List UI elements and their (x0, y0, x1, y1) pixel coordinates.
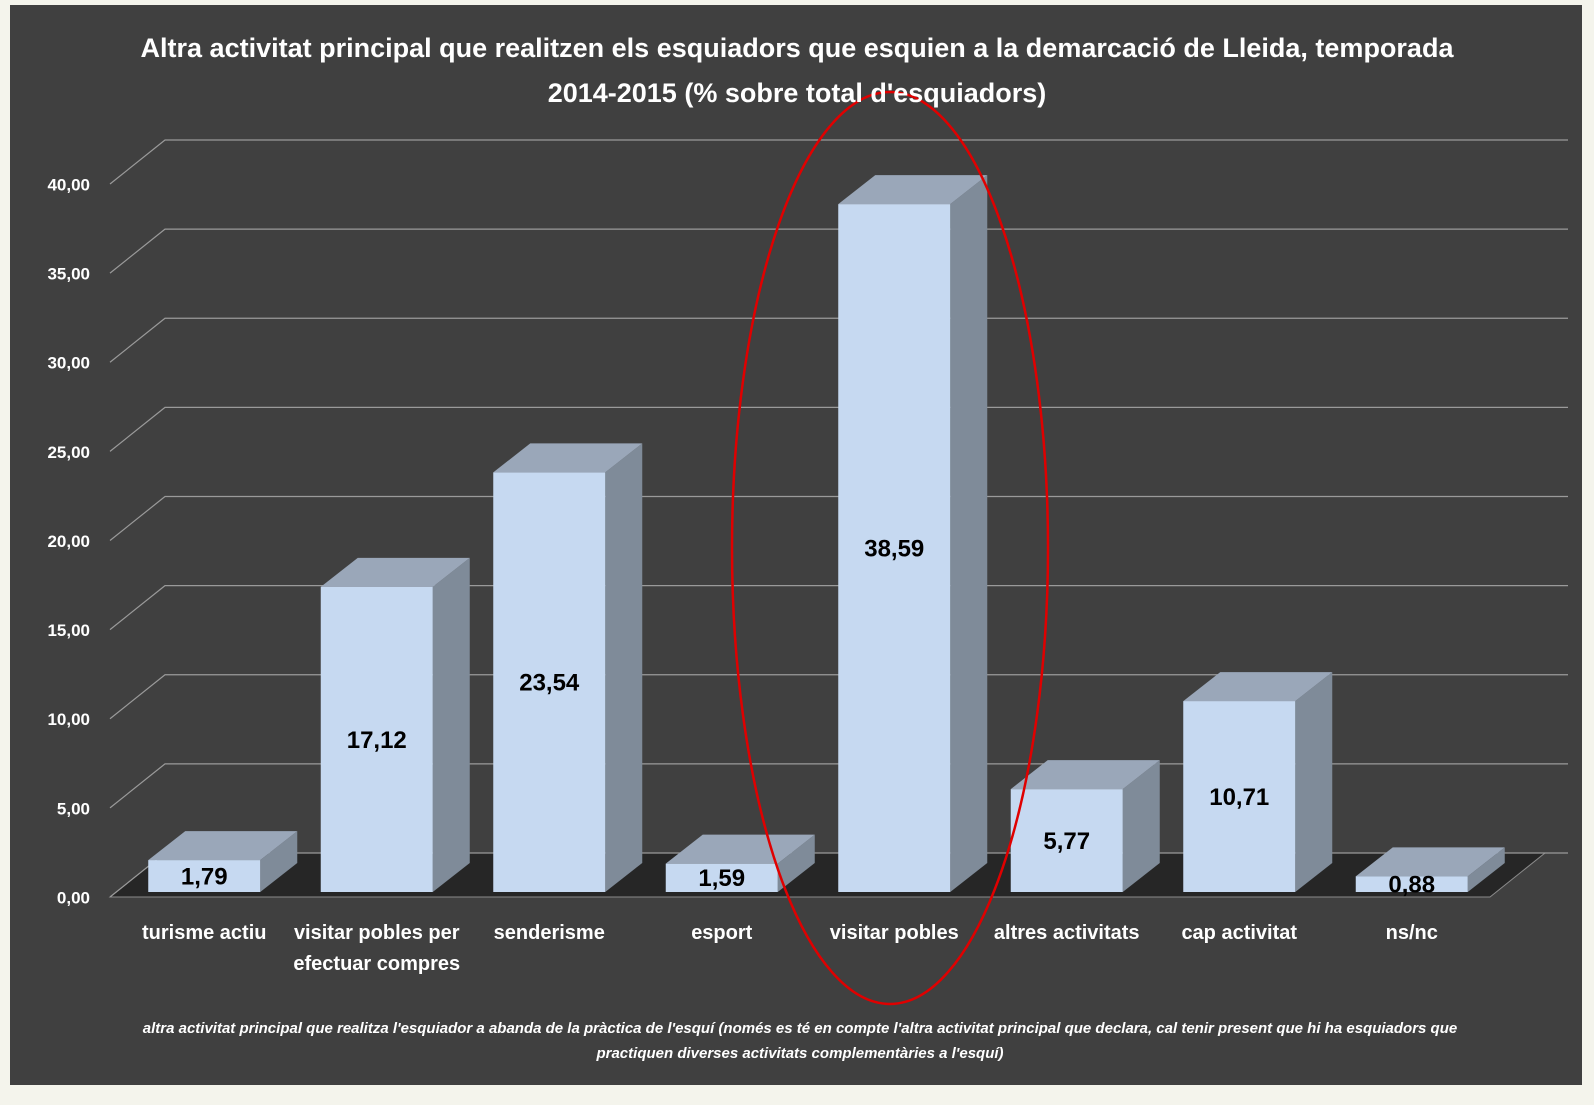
grid-line (109, 228, 1568, 274)
bar-side (1295, 672, 1333, 892)
bar-front (320, 586, 433, 892)
x-tick-label: turisme actiu (142, 922, 267, 944)
bar (148, 831, 298, 892)
highlight-ellipse (730, 90, 1050, 1006)
bar-front (838, 204, 951, 893)
value-label: 1,79 (181, 863, 228, 890)
bar (1183, 672, 1333, 892)
grid-line (109, 585, 1568, 631)
bar-top (320, 557, 470, 587)
bar-top (1010, 760, 1160, 790)
x-tick-label: visitar pobles (829, 922, 959, 944)
x-tick-label: esport (691, 922, 753, 944)
value-label: 23,54 (519, 670, 580, 697)
plot: 0,00 5,00 10,00 15,00 20,00 25,00 30,00 35,00 40… (47, 139, 1568, 907)
y-tick-label: 15,00 (47, 621, 90, 640)
chart-note: altra activitat principal que realitza l… (142, 1020, 1458, 1062)
bar-front (1183, 701, 1296, 892)
bar-side (1122, 760, 1160, 892)
bar-side (777, 834, 815, 892)
bar (665, 834, 815, 892)
y-tick-label: 30,00 (47, 354, 90, 373)
bar-front (1010, 789, 1123, 892)
bar-side (432, 557, 470, 892)
bar-front (493, 472, 606, 892)
bar (838, 175, 988, 893)
bar-front (148, 860, 261, 892)
value-label: 1,59 (698, 865, 745, 892)
bar (1355, 847, 1505, 892)
value-label: 38,59 (864, 535, 924, 562)
bar-side (260, 831, 298, 892)
y-tick-label: 20,00 (47, 532, 90, 551)
bar-side (950, 175, 988, 893)
bar-top (665, 834, 815, 864)
x-tick-label: cap activitat (1181, 922, 1298, 944)
y-tick-label: 25,00 (47, 443, 90, 462)
chart-background (10, 5, 1582, 1085)
bar-top (148, 831, 298, 861)
bar (493, 443, 643, 892)
y-tick-label: 35,00 (47, 265, 90, 284)
x-tick-label: visitar pobles per efectuar compres (293, 922, 461, 975)
grid-line (109, 139, 1568, 185)
y-tick-label: 10,00 (47, 710, 90, 729)
bar-top (1355, 847, 1505, 877)
grid-line (109, 495, 1568, 541)
bar-top (493, 443, 643, 473)
bar-top (1183, 672, 1333, 702)
bar-front (1355, 876, 1468, 892)
x-tick-label: senderisme (493, 922, 605, 944)
y-tick-label: 0,00 (57, 888, 90, 907)
value-label: 17,12 (347, 727, 407, 754)
x-tick-label: altres activitats (993, 922, 1140, 944)
value-label: 5,77 (1043, 828, 1090, 855)
bar-side (1467, 847, 1505, 892)
bar-front (665, 863, 778, 892)
bar (1010, 760, 1160, 892)
y-tick-label: 5,00 (57, 799, 90, 818)
grid-line (109, 406, 1568, 452)
bar-side (605, 443, 643, 892)
chart-title: Altra activitat principal que realitzen … (140, 33, 1454, 108)
bar-top (838, 175, 988, 205)
bar (320, 557, 470, 892)
y-tick-label: 40,00 (47, 175, 90, 194)
value-label: 10,71 (1209, 784, 1269, 811)
grid-line (109, 674, 1568, 720)
grid-line (109, 317, 1568, 363)
value-label: 0,88 (1388, 872, 1435, 899)
x-tick-label: ns/nc (1385, 922, 1438, 944)
